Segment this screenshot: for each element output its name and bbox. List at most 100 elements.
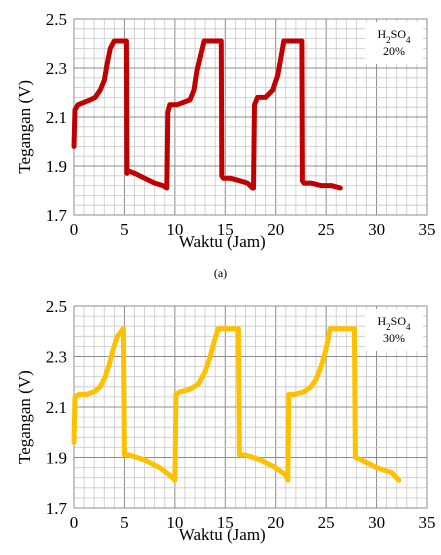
data-point	[106, 62, 109, 64]
data-point	[109, 47, 112, 50]
data-point	[354, 456, 357, 459]
y-tick-label: 2.3	[46, 59, 67, 78]
chart-panel-a: 0 5 10 15 20 25 30 35 1.7 1.9 2.1 2.3 2.5 Waktu (Jam)…	[0, 0, 441, 262]
data-point	[73, 145, 75, 148]
chart-panel-b: 0 5 10 15 20 25 30 35 1.7 1.9 2.1 2.3 2.5 Waktu (Jam)…	[0, 290, 441, 555]
data-point	[279, 57, 282, 59]
data-point	[253, 103, 256, 106]
legend-compound: H2SO4	[377, 27, 411, 45]
data-point	[252, 187, 255, 189]
data-point	[288, 393, 290, 396]
data-point	[83, 101, 85, 104]
data-point	[204, 370, 206, 373]
data-point	[73, 441, 75, 444]
data-point	[104, 375, 107, 378]
data-point	[122, 327, 125, 330]
data-point	[320, 365, 322, 368]
x-tick-label: 25	[318, 513, 335, 532]
data-point	[220, 175, 223, 177]
data-point	[103, 79, 106, 82]
data-point	[238, 179, 241, 182]
data-point	[179, 391, 181, 393]
x-tick-label: 30	[368, 513, 385, 532]
data-point	[315, 378, 317, 381]
data-point	[375, 466, 378, 469]
y-axis-label: Tegangan (V)	[15, 370, 34, 464]
data-point	[166, 111, 169, 113]
x-tick-label: 10	[166, 220, 183, 239]
voltage-series-line	[71, 326, 402, 483]
y-tick-label: 1.9	[46, 157, 67, 176]
data-point	[193, 89, 195, 91]
x-tick-label: 5	[120, 513, 129, 532]
data-point	[203, 40, 205, 42]
data-point	[127, 170, 130, 172]
y-tick-label: 2.3	[46, 348, 67, 367]
data-point	[189, 388, 191, 391]
data-point	[116, 335, 119, 338]
data-point	[78, 393, 80, 396]
data-point	[158, 466, 161, 469]
data-point	[126, 172, 128, 175]
voltage-chart-30-percent: 0 5 10 15 20 25 30 35 1.7 1.9 2.1 2.3 2.5 Waktu (Jam)…	[15, 297, 436, 544]
data-point	[161, 184, 164, 187]
data-point	[397, 479, 400, 482]
data-point	[77, 103, 79, 106]
data-point	[271, 89, 274, 91]
y-tick-label: 2.1	[46, 108, 67, 127]
data-point	[74, 396, 76, 398]
data-point	[125, 40, 128, 42]
data-point	[282, 40, 285, 42]
voltage-chart-20-percent: 0 5 10 15 20 25 30 35 1.7 1.9 2.1 2.3 2.5 Waktu (Jam)…	[15, 10, 436, 251]
x-tick-label: 0	[70, 513, 79, 532]
y-tick-label: 2.5	[46, 10, 67, 29]
data-point	[113, 40, 116, 42]
x-tick-label: 35	[419, 513, 436, 532]
data-point	[108, 363, 111, 365]
y-tick-label: 1.7	[46, 206, 68, 225]
data-point	[85, 393, 87, 396]
data-point	[209, 355, 211, 358]
data-point	[169, 474, 171, 476]
data-point	[197, 383, 199, 386]
data-point	[169, 103, 171, 106]
data-point	[301, 179, 304, 182]
x-tick-label: 30	[368, 220, 385, 239]
data-point	[220, 40, 223, 42]
data-point	[310, 182, 312, 184]
data-point	[360, 459, 363, 461]
legend-compound: H2SO4	[377, 314, 411, 332]
data-point	[222, 177, 225, 180]
data-point	[276, 74, 279, 77]
data-points	[73, 327, 400, 482]
data-point	[259, 459, 262, 461]
y-axis-label: Tegangan (V)	[15, 80, 34, 174]
panel-a-caption: (a)	[213, 266, 228, 280]
y-tick-label: 2.5	[46, 297, 67, 316]
data-point	[293, 393, 295, 396]
x-tick-label: 15	[217, 220, 234, 239]
data-point	[143, 459, 146, 461]
data-point	[244, 454, 247, 456]
y-tick-label: 1.7	[46, 499, 68, 518]
data-point	[246, 182, 249, 184]
data-point	[256, 96, 259, 99]
x-axis-label: Waktu (Jam)	[179, 232, 266, 251]
x-tick-label: 5	[120, 220, 129, 239]
x-tick-label: 0	[70, 220, 79, 239]
data-point	[320, 184, 322, 187]
data-point	[93, 391, 95, 393]
data-point	[143, 177, 146, 180]
data-point	[174, 479, 176, 482]
data-point	[330, 184, 332, 187]
data-point	[153, 182, 156, 184]
data-point	[123, 454, 126, 456]
data-point	[112, 348, 115, 350]
x-tick-label: 20	[267, 513, 284, 532]
data-point	[128, 454, 131, 456]
y-tick-label: 1.9	[46, 449, 67, 468]
data-point	[99, 386, 102, 388]
data-point	[175, 393, 177, 396]
data-point	[310, 386, 312, 388]
